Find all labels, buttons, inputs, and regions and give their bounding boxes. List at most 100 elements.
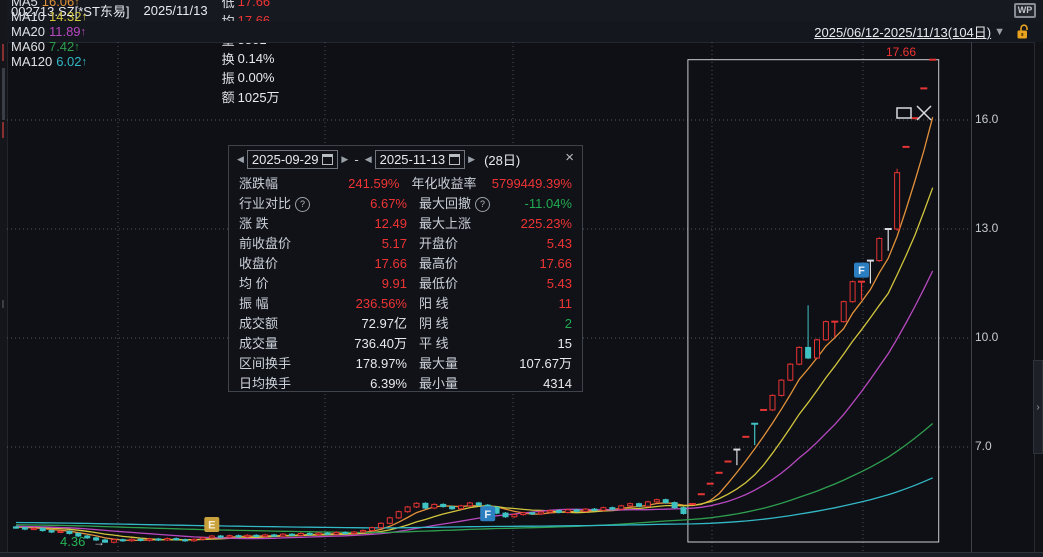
quote-value: 17.66 [237, 0, 271, 9]
date-box-start[interactable]: 2025-09-29 [246, 149, 339, 169]
quote-field: 额 1025万 [222, 87, 309, 106]
ma-value: 14.32 [48, 9, 82, 24]
next-start-date-icon[interactable]: ▶ [341, 153, 349, 164]
stat-label: 最大回撤? [419, 194, 503, 214]
help-icon[interactable]: ? [475, 196, 491, 212]
stat-label: 平 线 [419, 336, 449, 351]
close-icon[interactable]: × [565, 149, 574, 166]
stats-row: 振 幅 236.56% 阳 线 11 [229, 294, 582, 314]
stat-value: 6.39% [370, 376, 407, 391]
gridlines [7, 42, 971, 552]
stat-label: 均 价 [239, 276, 269, 291]
calendar-icon [449, 153, 461, 165]
ma-item: MA60 7.42 ↑ [11, 39, 87, 54]
stock-code: 002713.SZ[*ST东易] [11, 4, 130, 19]
range-selector[interactable]: 2025/06/12-2025/11/13(104日) ▼ [814, 22, 1005, 41]
panel-rows: 涨跌幅 241.59% 年化收益率 5799449.39% 行业对比? 6.67% 最大回撤… [229, 172, 582, 394]
ma-value: 6.02 [56, 54, 82, 69]
event-marker-F[interactable]: F [854, 262, 869, 278]
wp-monitor-icon[interactable]: WP [1012, 1, 1038, 20]
quote-value: 0.14% [237, 50, 275, 66]
ma-label: MA20 [11, 24, 45, 39]
ma-up-arrow-icon: ↑ [74, 0, 80, 8]
next-end-date-icon[interactable]: ▶ [468, 153, 476, 164]
y-axis-label: 16.0 [975, 112, 999, 126]
stat-value: 5.17 [381, 236, 407, 251]
stat-value: 107.67万 [519, 356, 572, 371]
stat-value: 225.23% [520, 216, 572, 231]
event-marker-F[interactable]: F [480, 506, 496, 522]
chart-canvas[interactable]: E F F [0, 42, 1043, 552]
quote-label: 额 [221, 89, 235, 105]
stat-value: -11.04% [524, 196, 572, 211]
candlesticks [13, 58, 937, 544]
stat-label: 最低价 [419, 276, 459, 291]
event-marker-E[interactable]: E [204, 517, 220, 533]
stat-value: 241.59% [348, 176, 400, 191]
stat-label: 最大量 [419, 356, 459, 371]
stats-row: 成交额 72.97亿阴 线 2 [229, 314, 582, 334]
ma-legend-bar: MA5 16.06 ↑ MA10 14.32 ↑ MA20 11.89 ↑ MA60 7.42 ↑ MA… [7, 0, 1043, 69]
stat-label: 成交量 [239, 336, 279, 351]
quote-field: 振 0.00% [222, 68, 309, 87]
stats-row: 成交量 736.40万平 线 15 [229, 334, 582, 354]
stat-value: 2 [564, 316, 572, 331]
stat-label: 收盘价 [239, 256, 279, 271]
quote-value: 1025万 [237, 89, 280, 105]
stats-row: 收盘价 17.66 最高价 17.66 [229, 254, 582, 274]
stat-label: 行业对比? [239, 194, 327, 214]
stat-value: 15 [557, 336, 572, 351]
price-low-label: 4.36 [60, 533, 86, 549]
left-strip-mark [2, 44, 4, 61]
prev-start-date-icon[interactable]: ◀ [237, 153, 244, 164]
ma-value: 7.42 [48, 39, 75, 54]
ma-up-arrow-icon: ↑ [81, 55, 88, 68]
lock-icon[interactable] [1016, 24, 1030, 39]
stats-row: 前收盘价 5.17 开盘价 5.43 [229, 234, 582, 254]
ma-line-MA120 [15, 477, 933, 529]
stat-label: 成交额 [239, 316, 279, 331]
ma-line-MA60 [15, 423, 934, 534]
bottom-edge [0, 552, 1043, 557]
prev-end-date-icon[interactable]: ◀ [364, 153, 372, 164]
stat-label: 最小量 [419, 376, 459, 391]
selection-controls[interactable] [896, 105, 932, 121]
ma-label: MA120 [11, 54, 53, 69]
calendar-icon [322, 153, 334, 165]
quote-date: 2025/11/13 [143, 3, 208, 18]
left-strip-mark [2, 122, 4, 138]
left-strip-mark [2, 300, 4, 308]
svg-text:F: F [484, 509, 491, 521]
stat-label: 前收盘价 [239, 236, 292, 251]
svg-text:E: E [208, 520, 215, 532]
stat-value: 12.49 [374, 216, 407, 231]
quote-label: 振 [221, 70, 235, 86]
zoom-to-range-icon[interactable] [896, 107, 912, 119]
date-box-end[interactable]: 2025-11-13 [374, 149, 466, 169]
stat-value: 236.56% [355, 296, 407, 311]
range-label[interactable]: 2025/06/12-2025/11/13(104日) [814, 25, 992, 40]
stat-label: 开盘价 [419, 236, 459, 251]
help-icon[interactable]: ? [295, 196, 311, 212]
stats-row: 涨跌幅 241.59% 年化收益率 5799449.39% [229, 174, 582, 194]
right-panel-handle[interactable]: › [1033, 360, 1043, 454]
ma-label: MA5 [11, 0, 38, 9]
ma-up-arrow-icon: ↑ [80, 25, 87, 38]
ma-legend: MA5 16.06 ↑ MA10 14.32 ↑ MA20 11.89 ↑ MA60 7.42 ↑ MA… [11, 0, 96, 69]
stat-value: 6.67% [370, 196, 407, 211]
stat-label: 振 幅 [239, 296, 269, 311]
ma-up-arrow-icon: ↑ [74, 40, 80, 53]
stats-panel: ◀ 2025-09-29 ▶ - ◀ 2025-11-13 ▶ (28日) × … [228, 145, 583, 392]
stat-value: 5.43 [546, 236, 572, 251]
stat-value: 5.43 [546, 276, 572, 291]
stat-value: 72.97亿 [361, 316, 407, 331]
stat-value: 4314 [543, 376, 572, 391]
stats-row: 均 价 9.91 最低价 5.43 [229, 274, 582, 294]
dropdown-arrow-icon[interactable]: ▼ [994, 25, 1005, 38]
stat-label: 阴 线 [419, 316, 449, 331]
selection-price-label: 17.66 [886, 44, 917, 59]
stat-value: 11 [558, 296, 573, 311]
selection-close-icon[interactable] [916, 105, 932, 121]
ma-line-MA20 [15, 270, 934, 540]
left-edge-panel[interactable] [0, 0, 8, 557]
